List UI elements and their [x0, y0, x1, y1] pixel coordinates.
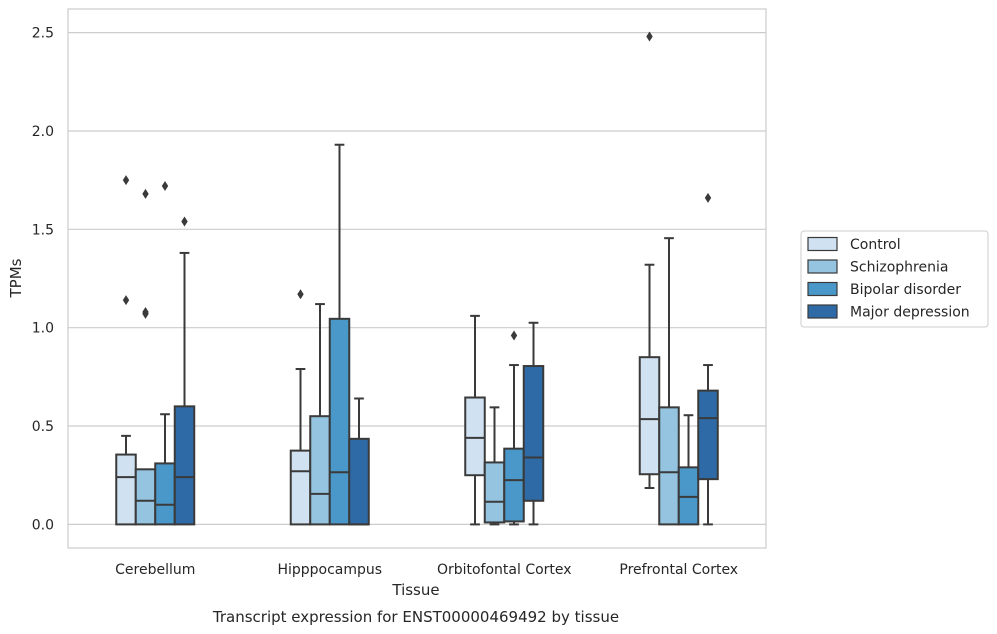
legend-label: Schizophrenia: [850, 260, 948, 276]
x-axis-title: Tissue: [391, 581, 439, 599]
box-bipolar-disorder: [503, 330, 525, 526]
y-tick-label: 1.0: [32, 321, 54, 337]
box-iqr: [328, 317, 351, 526]
box-schizophrenia: [483, 406, 506, 526]
box-major-depression: [348, 397, 370, 526]
box-iqr: [309, 415, 331, 526]
x-tick-label: Orbitofontal Cortex: [437, 562, 572, 578]
legend-swatch: [807, 304, 838, 319]
outlier-point: [510, 330, 518, 341]
outlier-point: [646, 31, 653, 42]
box-major-depression: [173, 216, 196, 526]
box-control: [464, 314, 486, 526]
plot-frame: [67, 8, 767, 549]
box-control: [289, 289, 312, 526]
box-control: [115, 175, 137, 526]
y-tick-label: 2.5: [32, 26, 54, 42]
y-axis-title: TPMs: [7, 258, 25, 298]
box-iqr: [697, 389, 719, 481]
box-iqr: [522, 365, 545, 502]
box-iqr: [658, 406, 680, 526]
box-iqr: [115, 453, 137, 526]
outlier-point: [142, 188, 149, 199]
legend-frame: [800, 230, 989, 328]
outlier-point: [297, 289, 304, 300]
box-major-depression: [697, 192, 719, 526]
y-tick-label: 0.5: [32, 419, 54, 435]
box-iqr: [154, 462, 176, 526]
box-series: [115, 31, 719, 526]
chart-caption: Transcript expression for ENST0000046949…: [212, 608, 619, 626]
legend-swatch: [807, 259, 838, 274]
legend-label: Bipolar disorder: [850, 282, 961, 298]
box-bipolar-disorder: [677, 414, 700, 526]
box-major-depression: [522, 321, 545, 526]
y-tick-label: 1.5: [32, 222, 54, 238]
box-iqr: [638, 356, 661, 476]
x-tick-labels: Cerebellum Hipppocampus Orbitofontal Corte…: [115, 562, 738, 578]
y-tick-labels: 0.0 0.5 1.0 1.5 2.0 2.5: [32, 26, 54, 534]
legend-swatch: [807, 236, 838, 252]
box-schizophrenia: [658, 237, 680, 526]
legend-swatch: [807, 281, 838, 297]
box-schizophrenia: [309, 303, 331, 526]
box-bipolar-disorder: [328, 143, 351, 526]
outlier-point: [142, 306, 149, 317]
box-iqr: [503, 447, 525, 523]
box-iqr: [483, 461, 506, 524]
x-tick-label: Hipppocampus: [277, 562, 382, 578]
box-schizophrenia: [134, 188, 157, 526]
outlier-point: [122, 295, 130, 306]
box-iqr: [348, 437, 370, 526]
x-tick-label: Prefrontal Cortex: [619, 562, 738, 578]
box-iqr: [173, 405, 196, 526]
y-tick-label: 2.0: [32, 124, 54, 140]
outlier-point: [181, 216, 188, 227]
x-tick-label: Cerebellum: [115, 562, 195, 578]
box-iqr: [134, 468, 157, 526]
outlier-point: [122, 175, 130, 186]
box-control: [638, 31, 661, 490]
outlier-point: [161, 181, 169, 192]
legend-label: Control: [850, 237, 901, 253]
box-bipolar-disorder: [154, 181, 176, 526]
box-iqr: [464, 396, 486, 477]
legend-label: Major depression: [850, 305, 970, 321]
legend: Control Schizophrenia Bipolar disorder Majo…: [800, 230, 989, 328]
box-iqr: [289, 449, 312, 526]
y-tick-label: 0.0: [32, 517, 54, 533]
outlier-point: [704, 192, 712, 203]
